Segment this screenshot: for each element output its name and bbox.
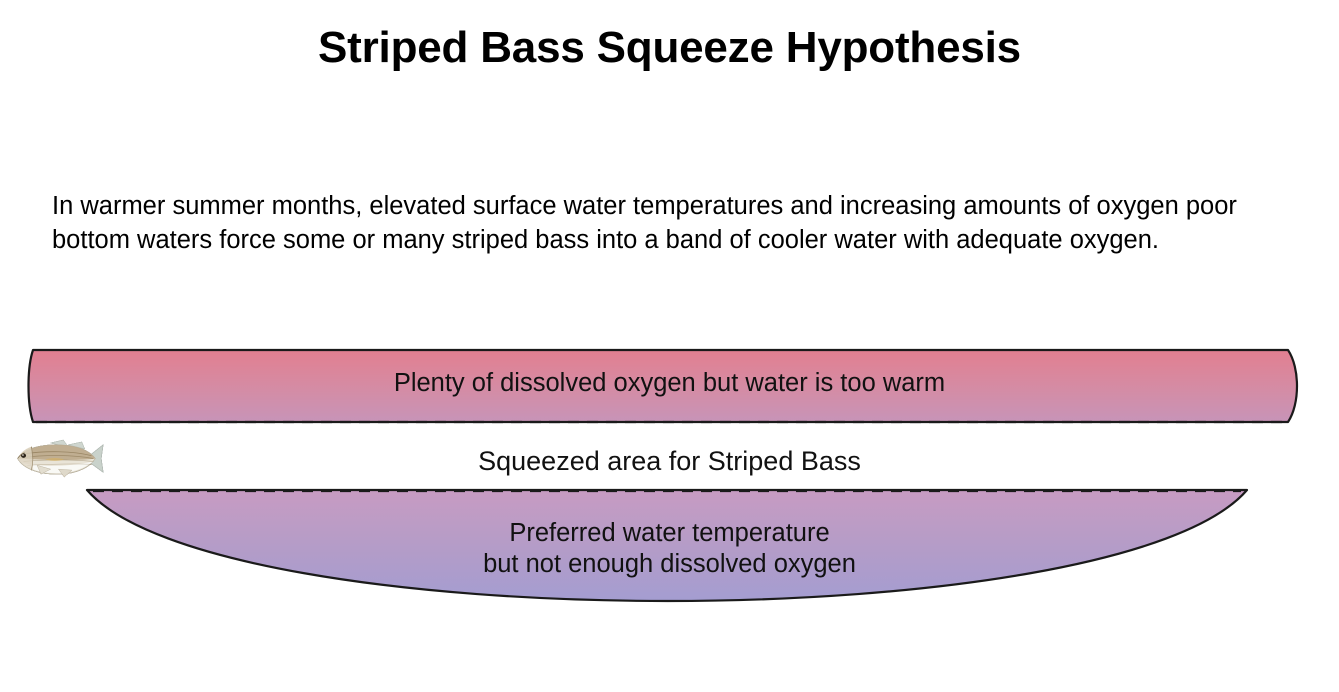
page-title: Striped Bass Squeeze Hypothesis	[318, 23, 1021, 72]
cold-water-band	[85, 488, 1249, 603]
intro-paragraph: In warmer summer months, elevated surfac…	[52, 192, 1244, 254]
squeeze-diagram: Plenty of dissolved oxygen but water is …	[0, 338, 1339, 658]
warm-water-band	[27, 348, 1298, 424]
diagram-shapes	[27, 348, 1298, 603]
